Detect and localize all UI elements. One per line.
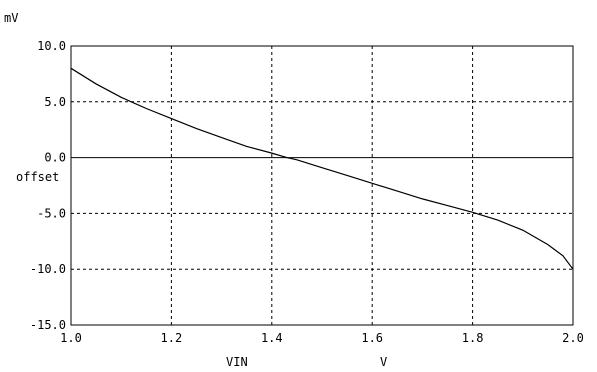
x-tick-label: 1.6 [361,331,383,345]
x-tick-label: 1.8 [462,331,484,345]
y-tick-label: 5.0 [44,95,66,109]
x-unit-label: V [380,355,387,369]
x-tick-label: 1.0 [60,331,82,345]
y-tick-label: 0.0 [44,151,66,165]
grid-lines [71,46,573,325]
y-tick-labels: 10.0 5.0 0.0 -5.0 -10.0 -15.0 [30,39,66,332]
y-tick-label: -15.0 [30,318,66,332]
y-axis-label: offset [16,170,59,184]
x-tick-label: 2.0 [562,331,584,345]
plot-frame [70,45,574,326]
y-tick-label: 10.0 [37,39,66,53]
series-line [70,67,574,270]
y-unit-label: mV [4,11,18,25]
x-tick-label: 1.4 [261,331,283,345]
x-tick-labels: 1.0 1.2 1.4 1.6 1.8 2.0 [60,331,584,345]
y-tick-label: -5.0 [37,206,66,220]
x-tick-label: 1.2 [161,331,183,345]
y-tick-label: -10.0 [30,262,66,276]
x-axis-label: VIN [226,355,248,369]
